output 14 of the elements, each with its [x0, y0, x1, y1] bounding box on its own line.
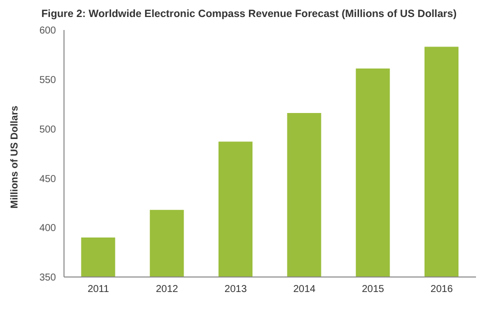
y-tick-label: 350 [39, 272, 56, 284]
x-tick-label: 2016 [430, 284, 454, 296]
y-tick-label: 450 [39, 174, 56, 185]
x-tick-label: 2013 [224, 284, 248, 296]
y-tick-label: 500 [39, 124, 56, 136]
x-tick-label: 2014 [293, 284, 316, 296]
y-tick-label: 550 [39, 74, 56, 86]
x-tick-label: 2011 [88, 284, 110, 296]
x-tick-label: 2015 [362, 284, 385, 296]
x-tick-label: 2012 [156, 284, 179, 296]
chart-title: Figure 2: Worldwide Electronic Compass Revenue Forecast (Millions of US Dollars) [40, 8, 458, 22]
y-tick-label: 600 [39, 26, 56, 37]
y-axis-title: Millions of US Dollars [10, 105, 21, 208]
y-tick-label: 400 [39, 223, 56, 234]
